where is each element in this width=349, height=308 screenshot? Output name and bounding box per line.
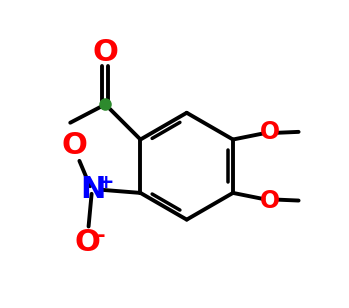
- Text: O: O: [260, 120, 280, 144]
- Text: -: -: [96, 226, 105, 246]
- Text: +: +: [98, 173, 114, 192]
- Text: O: O: [74, 228, 100, 257]
- Text: O: O: [92, 38, 118, 67]
- Text: O: O: [260, 188, 280, 213]
- Text: N: N: [81, 175, 106, 205]
- Text: O: O: [62, 131, 88, 160]
